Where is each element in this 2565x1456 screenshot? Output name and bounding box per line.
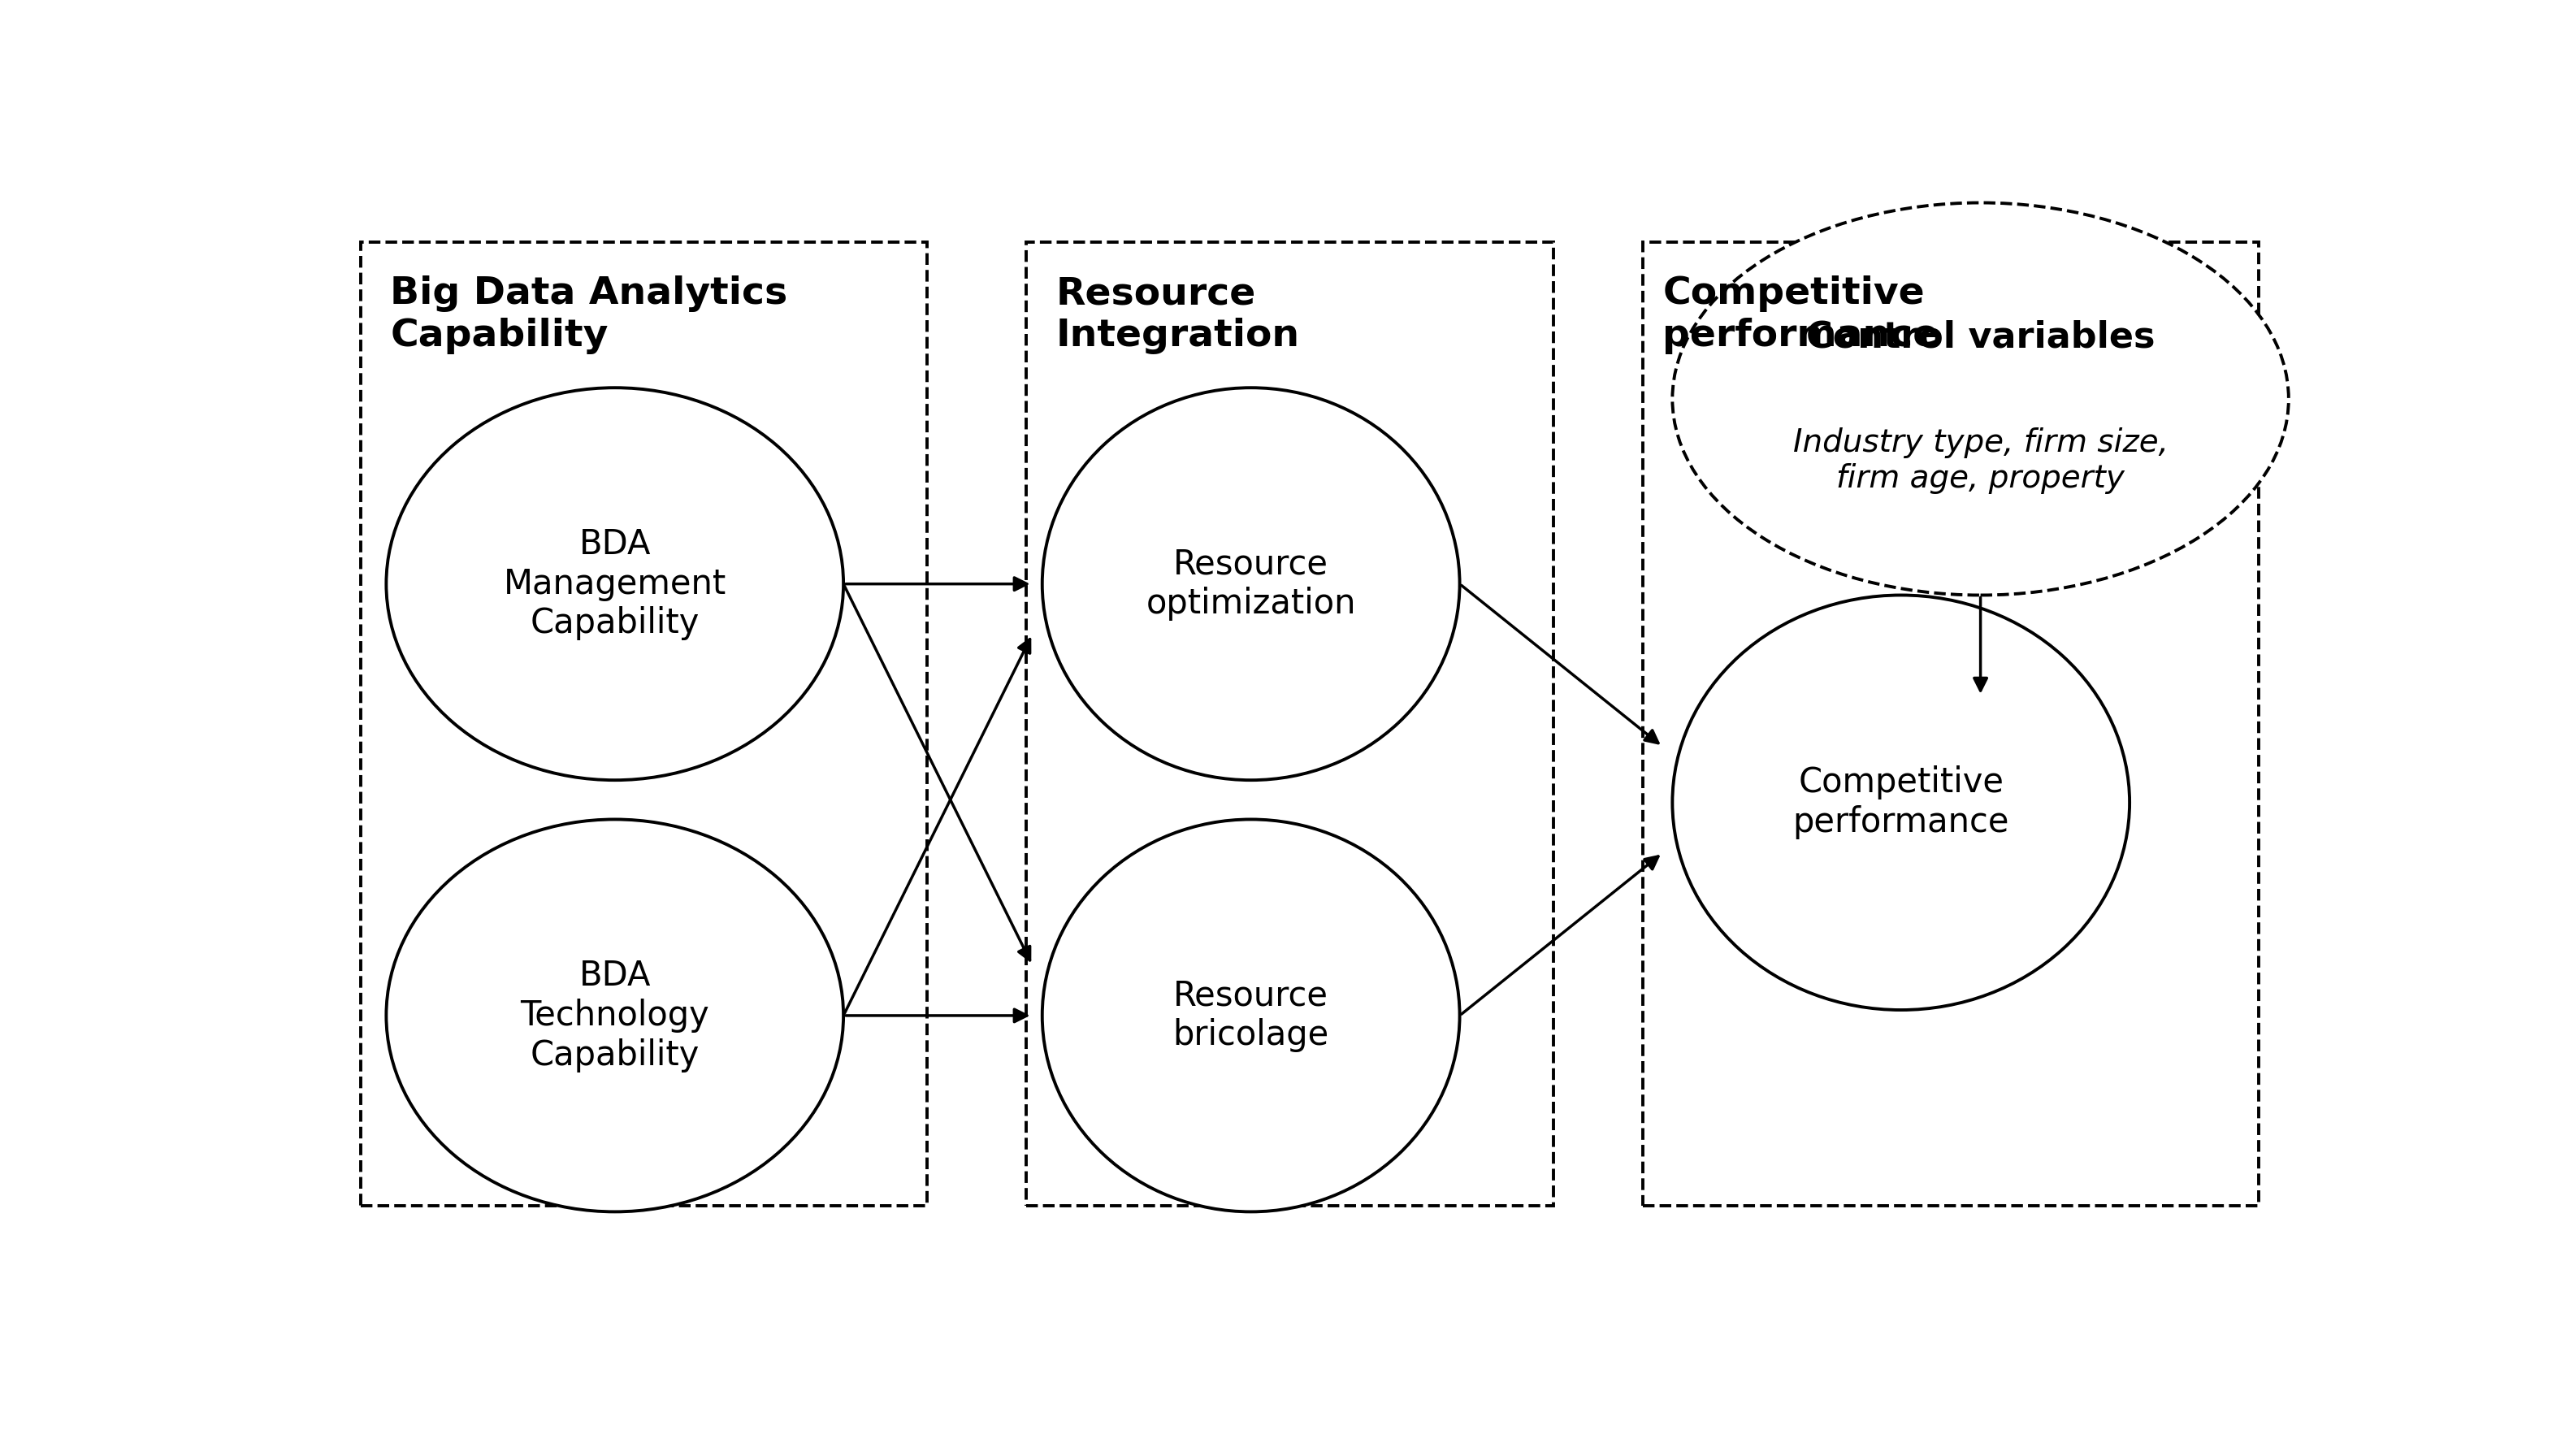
Text: Competitive
performance: Competitive performance <box>1662 275 1939 354</box>
Text: Industry type, firm size,
firm age, property: Industry type, firm size, firm age, prop… <box>1793 427 2167 494</box>
Ellipse shape <box>1041 387 1459 780</box>
Bar <box>1642 242 2260 1206</box>
Ellipse shape <box>1672 596 2129 1010</box>
Text: Resource
bricolage: Resource bricolage <box>1172 978 1329 1053</box>
Ellipse shape <box>387 387 844 780</box>
Ellipse shape <box>1041 820 1459 1211</box>
Text: Competitive
performance: Competitive performance <box>1793 766 2008 839</box>
Text: BDA
Management
Capability: BDA Management Capability <box>503 527 726 641</box>
Text: Control variables: Control variables <box>1806 320 2155 355</box>
Bar <box>359 242 926 1206</box>
Text: Resource
optimization: Resource optimization <box>1147 547 1357 620</box>
Text: Big Data Analytics
Capability: Big Data Analytics Capability <box>390 275 787 354</box>
Text: Resource
Integration: Resource Integration <box>1057 275 1300 354</box>
Bar <box>1026 242 1554 1206</box>
Ellipse shape <box>1672 202 2288 596</box>
Ellipse shape <box>387 820 844 1211</box>
Text: BDA
Technology
Capability: BDA Technology Capability <box>521 960 711 1072</box>
